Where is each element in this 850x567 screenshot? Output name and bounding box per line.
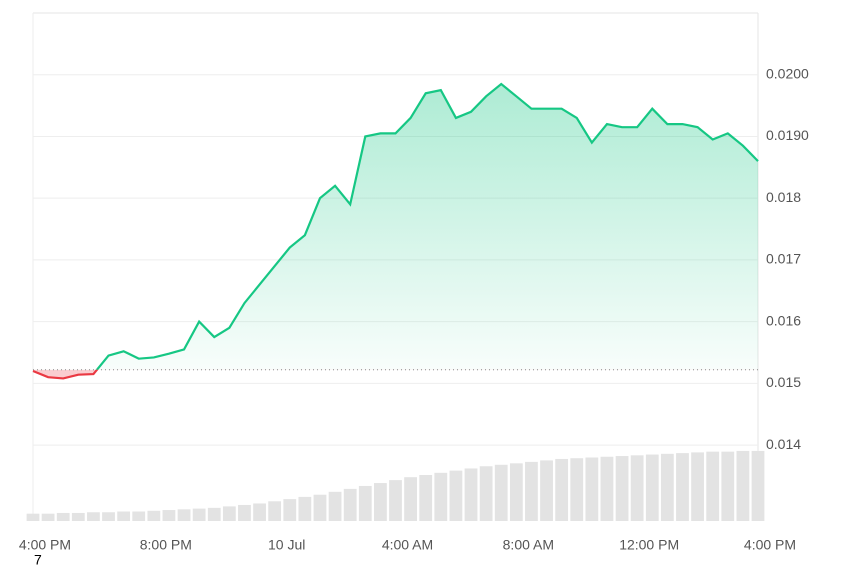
volume-bar <box>222 506 236 521</box>
volume-bar <box>479 466 493 521</box>
volume-bar <box>555 458 569 521</box>
volume-bar <box>585 457 599 521</box>
volume-bar <box>404 477 418 521</box>
volume-bar <box>540 460 553 521</box>
volume-bar <box>449 470 463 521</box>
volume-bar <box>71 512 85 521</box>
volume-bar <box>56 512 70 521</box>
volume-bar <box>660 453 674 521</box>
volume-bar <box>41 513 55 521</box>
x-tick-label: 4:00 PM <box>744 537 796 553</box>
volume-bar <box>283 499 297 521</box>
volume-bar <box>721 451 735 521</box>
volume-bar <box>706 451 720 521</box>
volume-bar <box>162 510 176 521</box>
volume-bar <box>26 513 40 521</box>
volume-bar <box>615 456 629 521</box>
volume-bar <box>373 483 387 521</box>
volume-bar <box>509 463 523 521</box>
volume-bar <box>570 458 584 521</box>
volume-bar <box>87 512 100 521</box>
volume-bar <box>358 485 372 521</box>
volume-bar <box>736 450 750 521</box>
x-tick-label: 4:00 PM <box>19 537 71 553</box>
price-line <box>95 82 759 370</box>
volume-bar <box>102 512 115 521</box>
volume-bar <box>177 509 191 521</box>
volume-bar <box>645 454 659 521</box>
volume-bar <box>389 480 402 521</box>
y-tick-label: 0.017 <box>766 251 801 267</box>
volume-bar <box>691 452 704 521</box>
volume-bar <box>147 510 161 521</box>
y-tick-label: 0.015 <box>766 374 801 390</box>
x-tick-label: 12:00 PM <box>619 537 679 553</box>
y-tick-label: 0.018 <box>766 189 801 205</box>
y-tick-label: 0.016 <box>766 312 801 328</box>
volume-bar <box>117 511 131 521</box>
volume-bar <box>132 511 146 521</box>
volume-bar <box>600 456 614 521</box>
area <box>96 83 758 370</box>
annotation: 7 <box>34 552 42 567</box>
volume-bar <box>419 475 433 521</box>
volume-bar <box>676 453 689 521</box>
y-tick-label: 0.014 <box>766 436 801 452</box>
volume-bar <box>313 494 327 521</box>
volume-bar <box>434 472 448 521</box>
y-tick-label: 0.0190 <box>766 127 809 143</box>
volume-bar <box>238 504 251 521</box>
volume-bar <box>464 468 478 521</box>
volume-bar <box>343 488 357 521</box>
volume-bar <box>328 491 342 521</box>
y-tick-label: 0.0200 <box>766 65 809 81</box>
volume-bar <box>525 461 538 521</box>
volume-bar <box>253 503 266 521</box>
x-tick-label: 10 Jul <box>268 537 305 553</box>
volume-bar <box>751 450 765 521</box>
x-tick-label: 8:00 AM <box>503 537 554 553</box>
volume-bar <box>630 455 644 521</box>
volume-bar <box>494 464 508 521</box>
x-tick-label: 4:00 AM <box>382 537 433 553</box>
volume-bar <box>268 501 282 521</box>
volume-bar <box>298 496 312 521</box>
volume-bar <box>207 507 221 521</box>
x-tick-label: 8:00 PM <box>140 537 192 553</box>
volume-bar <box>192 508 206 521</box>
